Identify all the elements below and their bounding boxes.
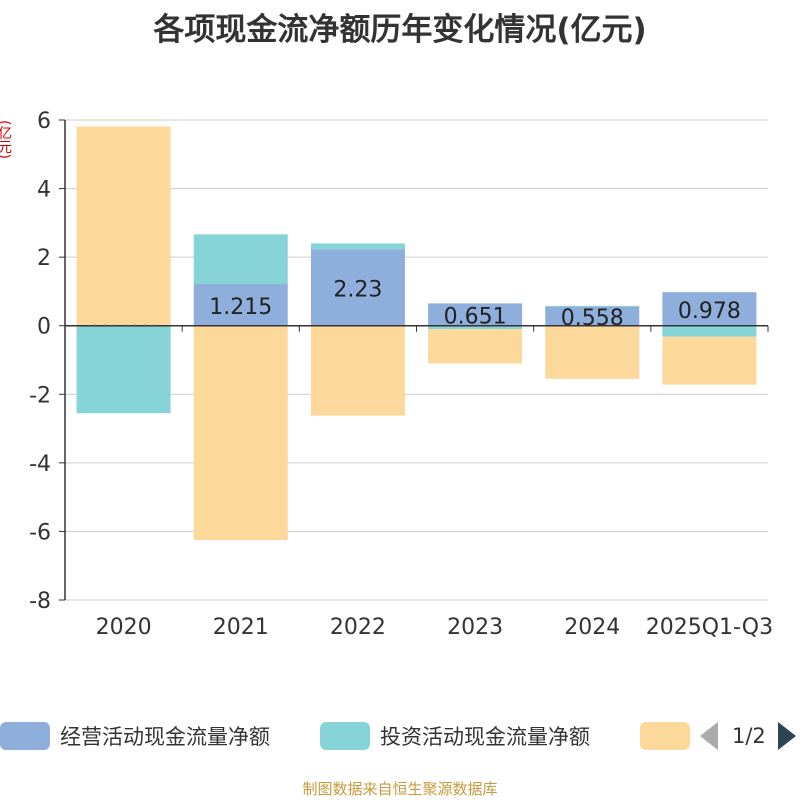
y-tick-label: 0 bbox=[37, 315, 51, 340]
bar-series2-2025Q1-Q3 bbox=[662, 336, 757, 385]
x-tick-label: 2021 bbox=[213, 615, 269, 640]
y-tick-label: 2 bbox=[37, 246, 51, 271]
y-tick-label: -4 bbox=[29, 452, 51, 477]
x-tick-label: 2022 bbox=[330, 615, 386, 640]
y-tick-label: 4 bbox=[37, 178, 51, 203]
data-label-2024: 0.558 bbox=[561, 306, 624, 331]
legend-item-financing-cashflow[interactable] bbox=[640, 716, 690, 756]
bar-series0-2021 bbox=[193, 284, 288, 326]
legend-prev-page-icon[interactable] bbox=[700, 722, 718, 750]
legend-item-operating-cashflow[interactable]: 经营活动现金流量净额 bbox=[0, 716, 270, 756]
legend-item-investing-cashflow[interactable]: 投资活动现金流量净额 bbox=[320, 716, 590, 756]
bar-series0-2023 bbox=[428, 303, 523, 326]
legend-label-investing: 投资活动现金流量净额 bbox=[380, 725, 590, 749]
y-tick-label: -8 bbox=[29, 589, 51, 614]
legend-swatch-operating bbox=[0, 722, 50, 750]
legend-swatch-financing bbox=[640, 722, 690, 750]
legend-next-page-icon[interactable] bbox=[777, 722, 796, 750]
y-tick-label: 6 bbox=[37, 109, 51, 134]
legend-pager: 1/2 bbox=[700, 716, 796, 756]
x-tick-label: 2025Q1-Q3 bbox=[646, 615, 773, 640]
bar-series1-2020 bbox=[76, 325, 171, 414]
bar-series1-2021 bbox=[193, 234, 288, 285]
legend-swatch-investing bbox=[320, 722, 370, 750]
bar-series1-2025Q1-Q3 bbox=[662, 325, 757, 337]
bar-series0-2025Q1-Q3 bbox=[662, 292, 757, 326]
bar-series2-2024 bbox=[545, 325, 640, 379]
chart-title: 各项现金流净额历年变化情况(亿元) bbox=[153, 12, 647, 48]
x-tick-label: 2024 bbox=[564, 615, 620, 640]
y-tick-label: -2 bbox=[29, 383, 51, 408]
bar-series2-2023 bbox=[428, 329, 523, 364]
legend: 经营活动现金流量净额 投资活动现金流量净额 bbox=[0, 716, 800, 756]
data-source-note: 制图数据来自恒生聚源数据库 bbox=[302, 780, 498, 798]
bar-series1-2024 bbox=[545, 305, 640, 307]
bar-series0-2024 bbox=[545, 306, 640, 326]
bar-series2-2022 bbox=[310, 325, 405, 416]
legend-page-indicator: 1/2 bbox=[732, 724, 766, 748]
y-axis-unit-label: (亿元) bbox=[0, 120, 12, 159]
x-tick-label: 2020 bbox=[96, 615, 152, 640]
data-label-2021: 1.215 bbox=[209, 295, 272, 320]
bar-series0-2022 bbox=[310, 249, 405, 326]
bar-series1-2023 bbox=[428, 325, 523, 330]
data-label-2025Q1-Q3: 0.978 bbox=[678, 299, 741, 324]
legend-label-operating: 经营活动现金流量净额 bbox=[60, 725, 270, 749]
bar-series1-2022 bbox=[310, 243, 405, 250]
x-tick-label: 2023 bbox=[447, 615, 503, 640]
data-label-2022: 2.23 bbox=[333, 277, 382, 302]
y-tick-label: -6 bbox=[29, 520, 51, 545]
bar-series2-2020 bbox=[76, 126, 171, 326]
bar-series2-2021 bbox=[193, 325, 288, 540]
